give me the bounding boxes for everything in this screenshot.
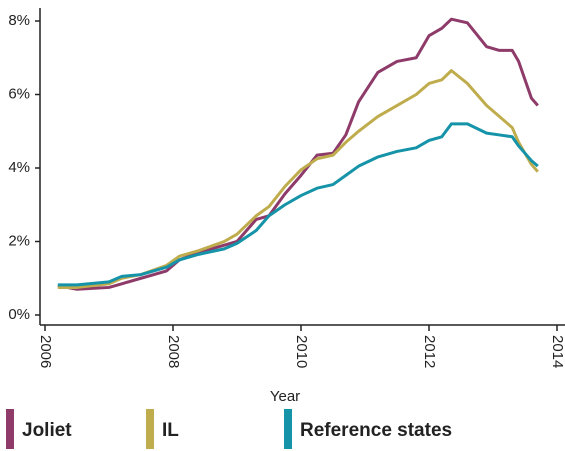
x-axis-label: Year <box>270 388 300 405</box>
legend-label: IL <box>162 420 179 441</box>
x-tick-label: 2014 <box>549 335 565 368</box>
legend-swatch <box>146 409 154 449</box>
y-tick-label: 0% <box>8 306 30 323</box>
y-tick-label: 2% <box>8 232 30 249</box>
y-tick-label: 4% <box>8 159 30 176</box>
y-tick-label: 8% <box>8 12 30 29</box>
y-tick-label: 6% <box>8 85 30 102</box>
legend-swatch <box>284 409 292 449</box>
x-tick-label: 2010 <box>293 335 310 368</box>
legend-label: Reference states <box>300 420 452 441</box>
x-tick-label: 2006 <box>37 335 54 368</box>
series-line <box>57 122 539 287</box>
series-line <box>57 69 539 289</box>
legend-label: Joliet <box>22 420 72 441</box>
x-tick-label: 2008 <box>165 335 182 368</box>
series-line <box>57 17 539 291</box>
x-tick-label: 2012 <box>421 335 438 368</box>
legend-swatch <box>6 409 14 449</box>
